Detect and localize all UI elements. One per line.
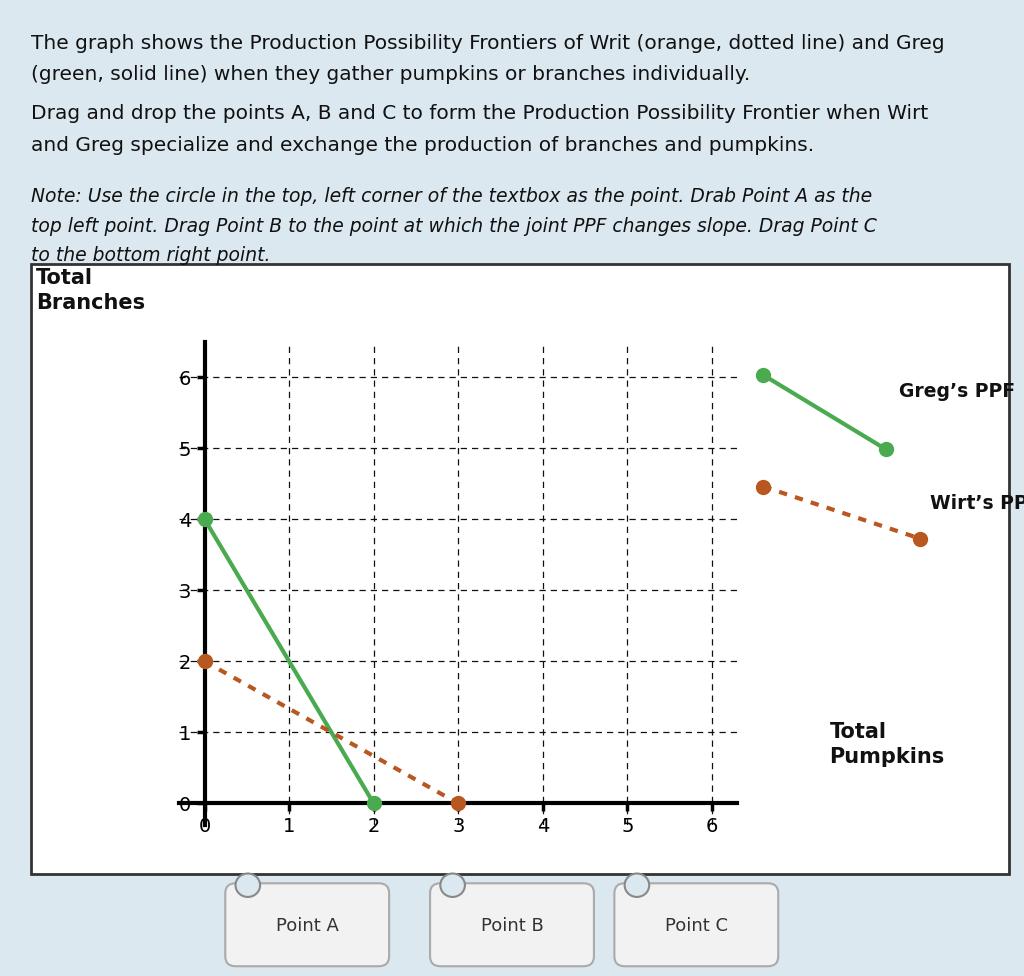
Text: Drag and drop the points A, B and C to form the Production Possibility Frontier : Drag and drop the points A, B and C to f… [31, 104, 928, 123]
Text: Wirt’s PPF: Wirt’s PPF [931, 494, 1024, 513]
Text: Total
Branches: Total Branches [36, 268, 145, 313]
Text: Note: Use the circle in the top, left corner of the textbox as the point. Drab P: Note: Use the circle in the top, left co… [31, 187, 871, 206]
Text: and Greg specialize and exchange the production of branches and pumpkins.: and Greg specialize and exchange the pro… [31, 136, 814, 154]
Text: to the bottom right point.: to the bottom right point. [31, 246, 270, 264]
Text: Greg’s PPF: Greg’s PPF [899, 383, 1015, 401]
Text: Point A: Point A [275, 917, 339, 935]
Text: top left point. Drag Point B to the point at which the joint PPF changes slope. : top left point. Drag Point B to the poin… [31, 217, 877, 235]
Text: Point C: Point C [665, 917, 728, 935]
Text: Total
Pumpkins: Total Pumpkins [829, 722, 945, 767]
Text: The graph shows the Production Possibility Frontiers of Writ (orange, dotted lin: The graph shows the Production Possibili… [31, 34, 944, 53]
Text: (green, solid line) when they gather pumpkins or branches individually.: (green, solid line) when they gather pum… [31, 65, 750, 84]
Text: Point B: Point B [480, 917, 544, 935]
